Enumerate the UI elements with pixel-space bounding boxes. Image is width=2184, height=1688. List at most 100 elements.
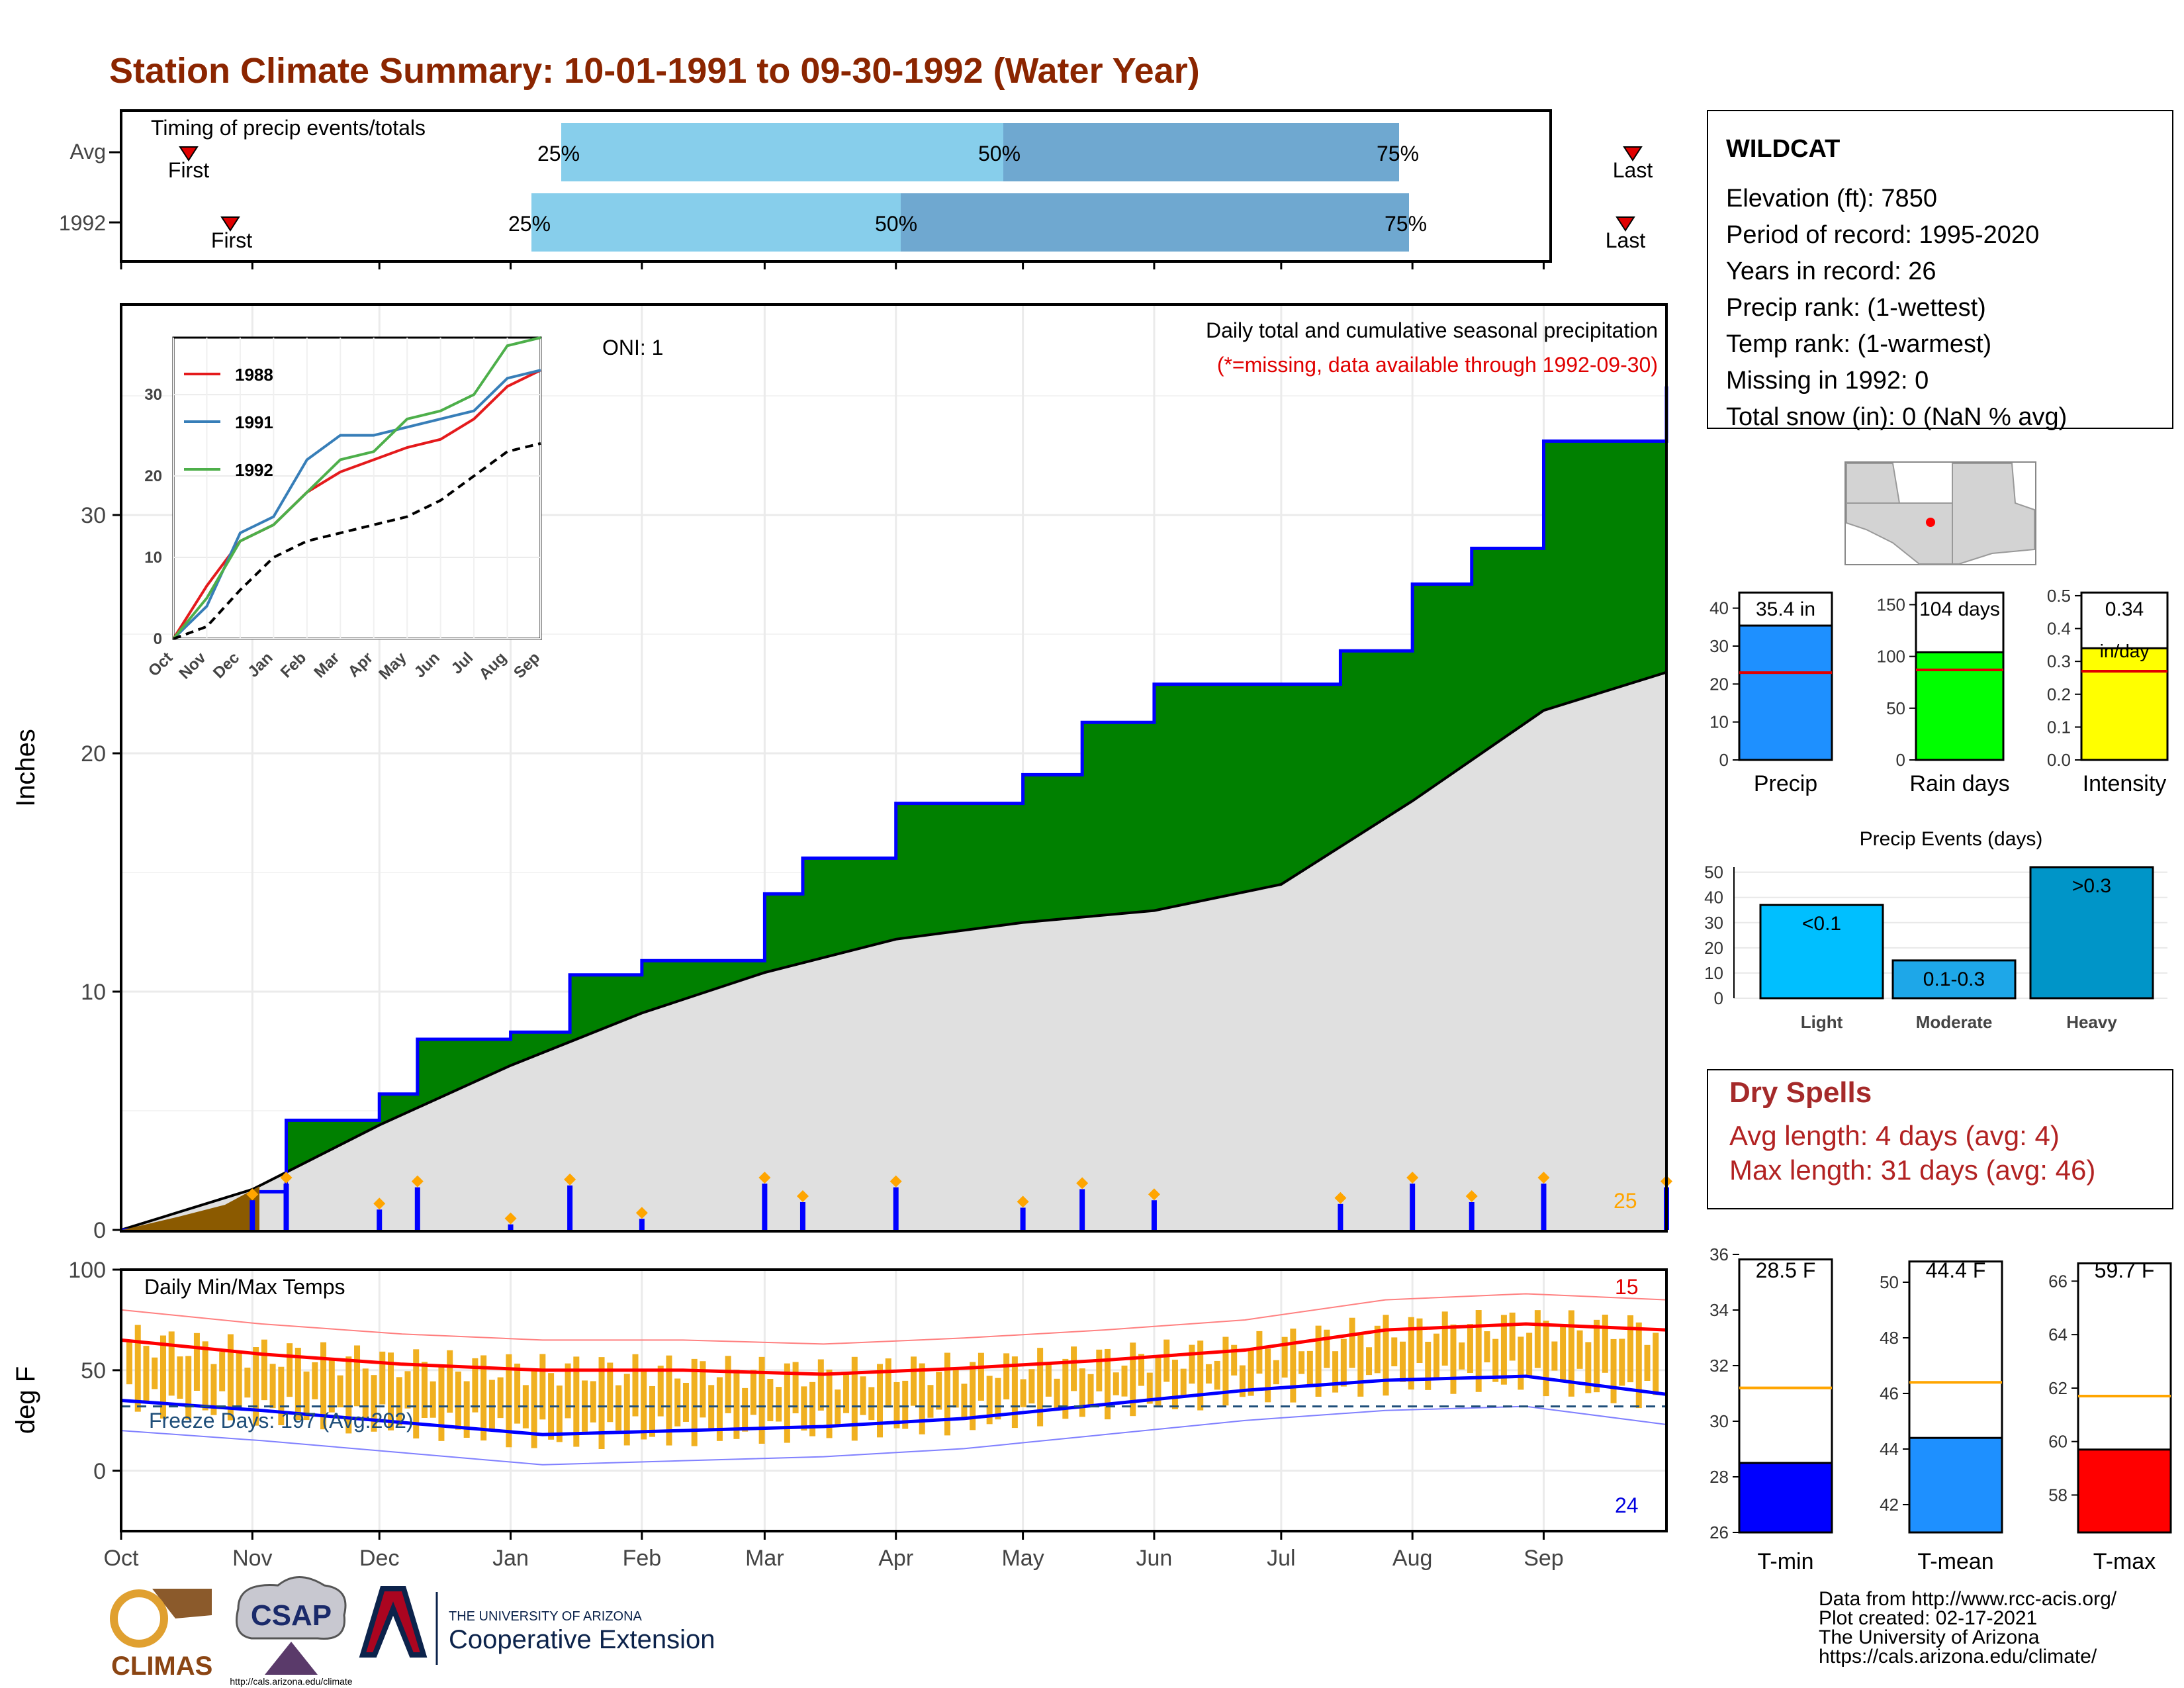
temp-bar (1298, 1351, 1305, 1374)
timing-row-1992-label: 1992 (59, 211, 106, 235)
timing-row-avg-label: Avg (69, 140, 106, 164)
temp-bar (1290, 1329, 1297, 1403)
temp-bar (1543, 1321, 1549, 1397)
summary-unit-intensity: in/day (2100, 641, 2150, 661)
daily-marker (280, 1172, 293, 1184)
daily-precip-bars (246, 1172, 1672, 1230)
temp-bar (919, 1363, 925, 1434)
climas-logo-text: CLIMAS (111, 1652, 212, 1681)
avg-max-line (120, 1322, 1667, 1376)
temp-bar (227, 1334, 234, 1421)
daily-bar (1469, 1202, 1475, 1230)
station-line-4: Temp rank: (1-warmest) (1726, 330, 1991, 358)
daily-bar (799, 1202, 805, 1230)
temp-bar (632, 1354, 639, 1417)
summary-tick-label: 50 (1886, 698, 1905, 718)
month-label-Dec: Dec (359, 1546, 399, 1571)
timing-avg-last-label: Last (1613, 158, 1653, 182)
temp-bar (742, 1387, 749, 1432)
temp-bar (413, 1349, 420, 1439)
temp-bar (177, 1356, 183, 1399)
temp-bar (1003, 1353, 1010, 1400)
precip-description: Daily total and cumulative seasonal prec… (1206, 318, 1658, 342)
temp-summary-tick-label: 64 (2048, 1325, 2068, 1344)
temp-bar (1459, 1342, 1465, 1370)
inset-ytick-20: 20 (144, 467, 162, 485)
csap-mountain-icon (265, 1642, 318, 1675)
temp-summary-value-1: 44.4 F (1926, 1258, 1986, 1282)
temp-bar (750, 1370, 756, 1415)
temp-bar (700, 1361, 706, 1418)
temp-bar (1079, 1368, 1085, 1417)
timing-1992-bar-50-75 (901, 193, 1409, 252)
month-label-Jan: Jan (492, 1546, 529, 1571)
temp-bar (506, 1354, 512, 1448)
footer-line-2: Plot created: 02-17-2021 (1819, 1607, 2037, 1629)
timing-1992-p75: 75% (1385, 212, 1427, 236)
daily-marker (1537, 1172, 1550, 1184)
temp-ytick-label-0: 0 (93, 1459, 106, 1484)
events-bar-label-2: >0.3 (2072, 875, 2111, 897)
temp-bar (674, 1378, 681, 1427)
temp-summary-tick-label: 60 (2048, 1432, 2068, 1452)
temp-bar (758, 1356, 765, 1444)
temp-bar (733, 1370, 740, 1439)
temp-y-label: deg F (11, 1366, 40, 1434)
daily-marker (889, 1175, 902, 1188)
inset-line-1991 (172, 369, 541, 640)
temp-bar (430, 1381, 436, 1418)
temp-bar (682, 1382, 689, 1422)
temp-bar (1189, 1344, 1195, 1384)
temp-bar (463, 1381, 470, 1438)
summary-bar-intensity (2080, 647, 2169, 761)
daily-marker (635, 1207, 648, 1219)
footer-line-4: https://cals.arizona.edu/climate/ (1819, 1646, 2097, 1667)
temp-bar (1146, 1372, 1153, 1404)
temp-bar (1197, 1340, 1204, 1411)
temp-bar (514, 1363, 521, 1424)
precip-event-count: 25 (1614, 1189, 1637, 1213)
temp-bar (455, 1371, 461, 1430)
temp-bar (1433, 1333, 1439, 1380)
summary-tick-label: 30 (1709, 636, 1729, 656)
hot-days-count: 15 (1615, 1275, 1639, 1299)
temp-bar (269, 1364, 276, 1409)
temp-bar (970, 1362, 976, 1430)
precip-ytick-label-0: 0 (93, 1218, 106, 1243)
timing-1992-last-label: Last (1606, 228, 1646, 252)
station-name: WILDCAT (1726, 135, 1840, 163)
inset-ytick-0: 0 (154, 630, 162, 648)
inset-lines (172, 336, 541, 640)
temp-bar (952, 1370, 959, 1408)
inset-line-average (173, 442, 541, 640)
summary-tick-label: 0.4 (2047, 619, 2071, 639)
events-bar-Light (1759, 904, 1884, 1000)
temp-bar (1585, 1342, 1592, 1393)
daily-bar (377, 1209, 383, 1230)
csap-url: http://cals.arizona.edu/climate (230, 1676, 352, 1687)
footer-line-1: Data from http://www.rcc-acis.org/ (1819, 1588, 2117, 1610)
temp-bar (193, 1333, 200, 1391)
temp-bar (927, 1385, 934, 1418)
summary-value-rain: 104 days (1919, 598, 2000, 620)
temp-bar (1071, 1346, 1077, 1391)
temp-bar (944, 1352, 950, 1436)
inset-grid (173, 338, 541, 639)
station-box: WILDCAT Elevation (ft): 7850 Period of re… (1707, 110, 2173, 431)
daily-bar (283, 1184, 289, 1230)
temp-ytick-label-100: 100 (68, 1258, 106, 1283)
events-tick-label: 30 (1704, 913, 1723, 933)
station-line-6: Total snow (in): 0 (NaN % avg) (1726, 403, 2067, 431)
timing-avg-bar-25-50 (561, 123, 1003, 181)
temp-bar (362, 1368, 369, 1419)
temp-bar (809, 1382, 816, 1436)
temp-bar (649, 1385, 655, 1437)
temp-bar (1653, 1333, 1659, 1395)
station-frame (1707, 110, 2173, 429)
temp-y-axis: 0 50 100 (68, 1258, 121, 1484)
temp-bar (666, 1355, 672, 1446)
temp-summary-value-0: 28.5 F (1756, 1258, 1816, 1282)
temp-bar (1256, 1331, 1263, 1374)
temp-bar (1239, 1365, 1246, 1397)
temp-bar (1332, 1351, 1339, 1393)
